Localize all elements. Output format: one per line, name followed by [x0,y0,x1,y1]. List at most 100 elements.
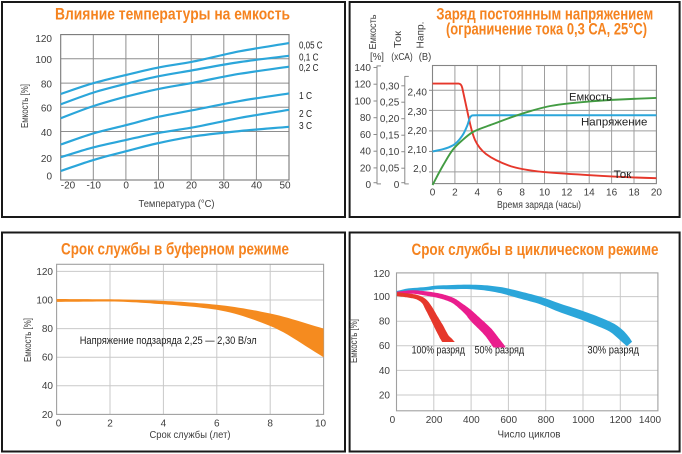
svg-text:0,30: 0,30 [380,81,400,92]
svg-text:60: 60 [360,130,372,141]
svg-text:8: 8 [267,419,273,430]
svg-text:12: 12 [561,188,573,199]
svg-text:0,25: 0,25 [380,98,400,109]
svg-text:0,10: 0,10 [380,147,400,158]
svg-text:Емкость: Емкость [569,91,612,103]
svg-text:Влияние температуры на емкость: Влияние температуры на емкость [55,6,290,24]
svg-text:1200: 1200 [609,415,632,426]
svg-text:4: 4 [161,419,167,430]
svg-text:80: 80 [41,79,53,90]
svg-text:Срок службы в буферном режиме: Срок службы в буферном режиме [61,241,289,259]
svg-text:6: 6 [497,188,503,199]
svg-text:(В): (В) [419,52,432,63]
svg-text:40: 40 [251,181,263,192]
svg-text:2,40: 2,40 [408,88,428,99]
svg-text:140: 140 [354,63,371,74]
svg-text:0: 0 [390,415,396,426]
svg-text:20: 20 [42,410,54,421]
svg-text:60: 60 [379,341,391,352]
svg-text:3 C: 3 C [299,121,312,132]
svg-text:60: 60 [41,104,53,115]
svg-text:Срок службы (лет): Срок службы (лет) [150,429,231,441]
svg-text:40: 40 [41,128,53,139]
svg-text:0: 0 [430,188,436,199]
svg-text:50% разряд: 50% разряд [474,345,524,357]
svg-text:Емкость: Емкость [368,15,379,50]
svg-text:2,30: 2,30 [408,107,428,118]
svg-text:80: 80 [360,113,372,124]
svg-text:0: 0 [123,181,129,192]
svg-text:60: 60 [42,353,54,364]
svg-text:0: 0 [46,171,52,182]
svg-text:400: 400 [463,415,480,426]
svg-text:Заряд постоянным напряжением: Заряд постоянным напряжением [436,6,653,24]
svg-text:100: 100 [373,292,390,303]
svg-text:120: 120 [35,34,52,45]
svg-text:20: 20 [186,181,198,192]
svg-text:0: 0 [394,180,400,191]
svg-text:Емкость [%]: Емкость [%] [22,318,34,362]
svg-text:20: 20 [41,154,53,165]
svg-text:14: 14 [584,188,596,199]
svg-text:18: 18 [628,188,640,199]
svg-text:30: 30 [218,181,230,192]
svg-text:1 C: 1 C [299,91,312,102]
svg-text:40: 40 [42,381,54,392]
svg-text:8: 8 [519,188,525,199]
svg-text:Напряжение: Напряжение [581,117,647,129]
svg-text:10: 10 [315,419,327,430]
svg-text:Время заряда (часы): Время заряда (часы) [497,200,581,211]
svg-text:2,20: 2,20 [408,126,428,137]
svg-text:20: 20 [651,188,663,199]
svg-text:2,0: 2,0 [413,164,427,175]
svg-text:10: 10 [153,181,165,192]
svg-text:(хСА): (хСА) [391,52,413,63]
svg-text:-10: -10 [86,181,101,192]
svg-text:80: 80 [42,324,54,335]
svg-text:120: 120 [373,269,390,280]
svg-text:0,05: 0,05 [380,164,400,175]
svg-text:20: 20 [360,163,372,174]
svg-text:Ток: Ток [614,169,632,181]
svg-text:Число циклов: Число циклов [498,430,561,441]
svg-text:0: 0 [365,180,371,191]
svg-text:2: 2 [107,419,113,430]
svg-text:0,20: 0,20 [380,114,400,125]
svg-text:2: 2 [452,188,458,199]
svg-text:100: 100 [35,55,52,66]
svg-text:120: 120 [354,80,371,91]
svg-text:100: 100 [36,295,53,306]
svg-text:0,2 C: 0,2 C [299,63,319,74]
svg-text:0: 0 [56,419,62,430]
svg-text:10: 10 [539,188,551,199]
svg-text:50: 50 [279,181,291,192]
svg-text:20: 20 [379,390,391,401]
svg-text:800: 800 [538,415,555,426]
svg-text:[%]: [%] [370,52,384,63]
svg-text:Температура (°C): Температура (°C) [139,199,215,210]
svg-text:40: 40 [379,366,391,377]
svg-text:40: 40 [360,147,372,158]
svg-text:0,15: 0,15 [380,131,400,142]
svg-text:-20: -20 [61,181,76,192]
svg-text:100% разряд: 100% разряд [412,345,466,357]
svg-text:0,1 C: 0,1 C [299,53,319,64]
svg-text:1400: 1400 [639,415,662,426]
svg-text:120: 120 [36,267,53,278]
svg-text:100: 100 [354,97,371,108]
svg-text:Срок службы в циклическом режи: Срок службы в циклическом режиме [412,241,659,259]
svg-text:80: 80 [379,317,391,328]
svg-text:30% разряд: 30% разряд [587,345,639,357]
svg-text:200: 200 [426,415,443,426]
svg-text:600: 600 [500,415,517,426]
svg-text:0,05 C: 0,05 C [299,41,323,52]
svg-text:(ограничение тока 0,3 СА, 25°С: (ограничение тока 0,3 СА, 25°С) [446,21,647,39]
svg-text:Емкость [%]: Емкость [%] [348,319,360,363]
svg-text:Напряжение подзаряда 2,25 — 2,: Напряжение подзаряда 2,25 — 2,30 В/эл [80,335,257,347]
svg-text:2,10: 2,10 [408,145,428,156]
svg-text:6: 6 [214,419,220,430]
svg-text:4: 4 [475,188,481,199]
svg-text:2 C: 2 C [299,109,312,120]
svg-text:Напр.: Напр. [416,22,427,49]
svg-text:Емкость [%]: Емкость [%] [19,84,31,128]
